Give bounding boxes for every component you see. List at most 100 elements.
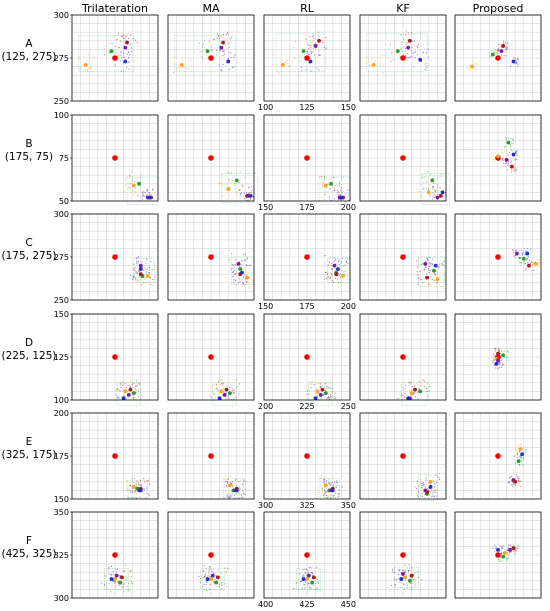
grid [264,413,350,499]
trace-point-darkred [232,392,235,394]
trace-point-purple [329,188,331,190]
trace-point-purple [230,56,232,58]
row-label-coordinate: (125, 275) [2,51,57,63]
trace-point-blue [216,388,218,390]
trace-point-blue [340,273,342,275]
estimate-marker-green [395,49,400,54]
y-tick-label: 100 [54,396,69,405]
trace-point-green [339,186,341,188]
trace-point-darkred [121,35,124,38]
trace-point-darkred [333,494,335,497]
trace-point-purple [518,257,520,259]
trace-point-blue [233,56,235,58]
trace-point-blue [310,70,312,72]
estimate-marker-darkred [125,40,129,45]
trace-point-orange [223,195,225,197]
trace-point-darkred [235,378,237,381]
trace-point-green [229,186,231,188]
estimate-marker-darkred [407,38,412,43]
trace-point-orange [325,190,327,192]
trace-point-orange [316,393,318,395]
trace-point-purple [313,37,315,40]
trace-point-blue [522,457,524,459]
trace-point-green [207,574,209,577]
trace-point-green [405,56,407,58]
trace-point-orange [201,575,203,577]
true-position-marker [208,453,214,459]
trace-points [129,256,159,287]
trace-point-orange [494,152,496,154]
trace-point-orange [309,393,311,395]
estimate-marker-blue [308,59,313,64]
trace-point-orange [378,56,380,58]
trace-point-darkred [117,581,119,583]
trace-point-green [392,59,394,61]
estimate-marker-darkred [511,546,516,551]
trace-point-darkred [409,576,411,579]
estimate-marker-blue [406,396,411,401]
trace-point-green [434,486,436,488]
trace-point-green [428,494,430,496]
trace-point-green [293,57,295,59]
trace-point-darkred [503,42,505,44]
trace-point-green [425,387,428,389]
trace-point-green [199,50,201,52]
estimate-marker-green [324,391,328,396]
trace-point-orange [131,478,133,480]
trace-point-darkred [239,188,241,191]
trace-point-blue [516,149,518,152]
trace-point-darkred [511,171,513,173]
trace-point-darkred [436,282,438,284]
trace-point-green [443,264,445,267]
trace-point-darkred [133,398,135,400]
trace-point-green [134,187,136,190]
trace-point-orange [106,569,108,571]
y-tick-label: 275 [54,54,69,63]
trace-point-purple [244,260,246,262]
trace-point-purple [243,481,245,483]
trace-point-orange [132,189,135,192]
panel-b-kf [359,114,450,205]
trace-point-green [420,385,422,387]
trace-point-purple [108,568,110,570]
trace-point-orange [131,180,133,182]
trace-point-darkred [411,46,413,48]
trace-point-purple [320,39,323,41]
panel-d-kf [359,313,447,406]
trace-point-purple [332,483,334,485]
trace-point-blue [128,61,130,63]
trace-point-darkred [310,46,312,48]
trace-point-orange [218,182,220,184]
estimate-marker-blue [226,59,231,64]
trace-point-orange [309,380,312,383]
trace-point-green [235,492,237,494]
trace-point-green [418,380,420,383]
estimate-marker-green [521,256,526,261]
trace-point-green [311,578,313,580]
panel-b-ma [167,114,258,203]
trace-point-green [140,177,142,179]
trace-point-green [137,280,139,282]
trace-point-green [405,573,407,575]
estimate-marker-darkred [215,575,220,580]
trace-point-blue [130,50,132,52]
trace-point-orange [87,54,90,56]
trace-point-blue [330,494,332,496]
trace-point-green [335,392,337,394]
panel-frame [167,412,255,500]
trace-point-blue [426,257,428,259]
column-title-trilateration: Trilateration [81,2,148,15]
trace-point-purple [409,56,411,59]
trace-point-darkred [514,167,517,169]
trace-point-purple [123,37,125,40]
trace-point-green [520,458,522,460]
trace-point-darkred [149,276,151,278]
trace-point-darkred [304,572,306,574]
trace-point-darkred [519,480,521,483]
grid [455,413,541,499]
trace-point-green [433,279,435,281]
trace-point-darkred [125,35,127,37]
trace-point-darkred [517,478,520,480]
trace-point-blue [425,66,427,68]
trace-point-orange [521,446,523,448]
